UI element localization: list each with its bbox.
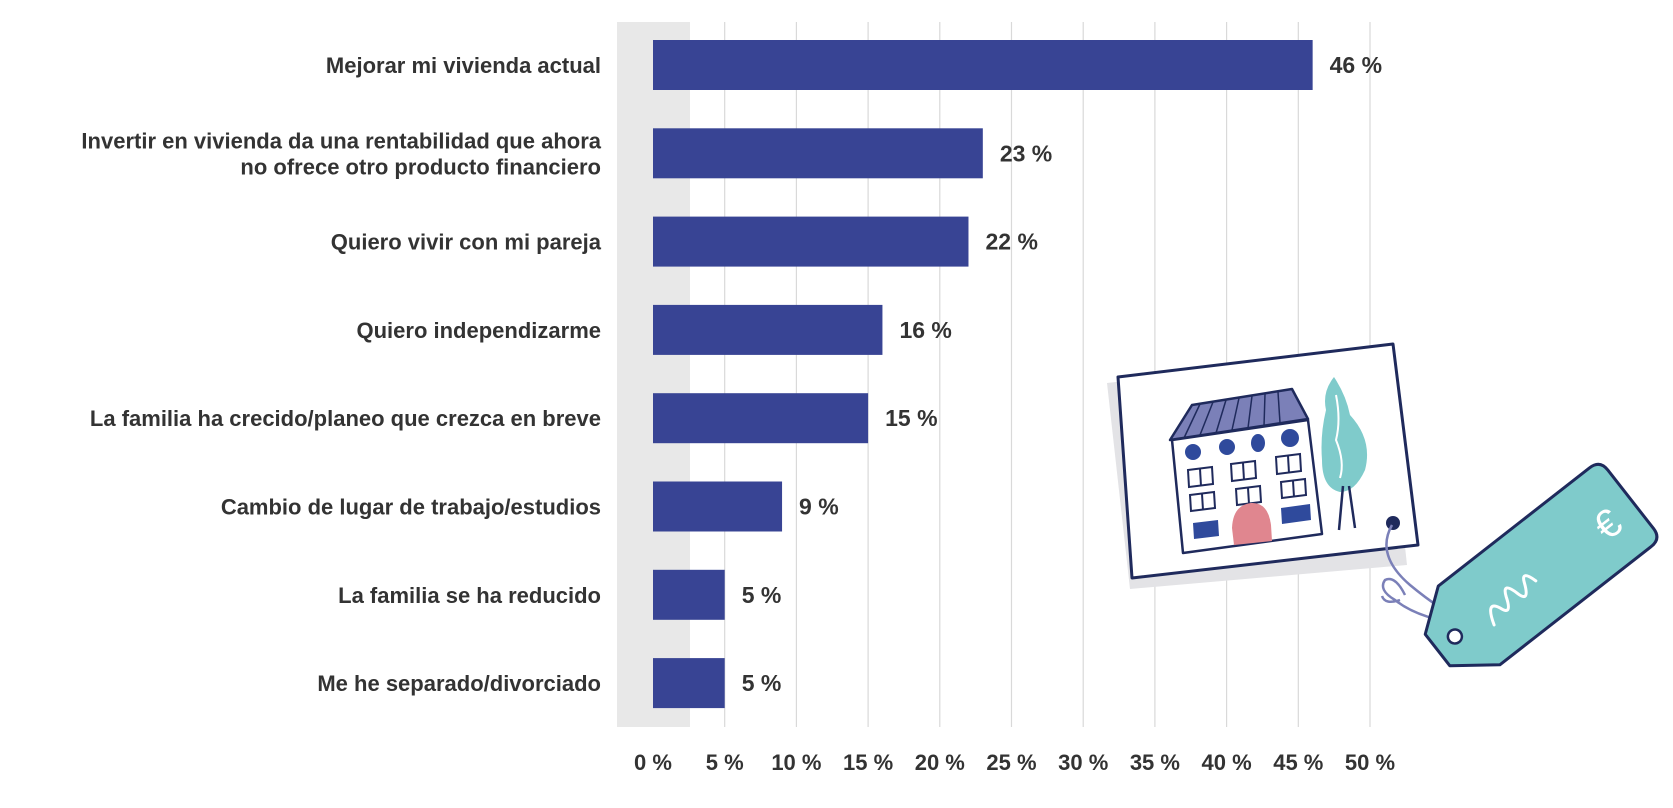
x-tick-label: 50 % [1345, 750, 1395, 775]
bar [653, 216, 969, 267]
house-for-sale-illustration-icon: € [1107, 342, 1659, 668]
category-label-line: Quiero vivir con mi pareja [331, 230, 602, 255]
category-label-line: La familia ha crecido/planeo que crezca … [90, 406, 601, 431]
bar [653, 128, 983, 179]
category-label: Me he separado/divorciado [317, 671, 601, 696]
roof-lines [1183, 391, 1281, 439]
value-label: 16 % [899, 317, 951, 343]
category-label-line: Me he separado/divorciado [317, 671, 601, 696]
chart-background [617, 22, 690, 727]
category-label: Invertir en vivienda da una rentabilidad… [81, 128, 601, 179]
bar [653, 393, 869, 444]
bar [653, 658, 725, 709]
category-label: Quiero independizarme [357, 318, 602, 343]
window-block-icon [1281, 504, 1311, 524]
door-icon [1232, 502, 1272, 545]
bar [653, 481, 783, 532]
card-hole-icon [1386, 516, 1400, 530]
x-tick-label: 5 % [706, 750, 744, 775]
tree-trunk-icon [1347, 485, 1357, 529]
category-label-line: Cambio de lugar de trabajo/estudios [221, 495, 601, 520]
x-tick-label: 45 % [1273, 750, 1323, 775]
x-tick-label: 0 % [634, 750, 672, 775]
value-labels: 46 % 23 % 22 % 16 % 15 % 9 % 5 % 5 % [742, 52, 1382, 696]
zero-band [617, 22, 690, 727]
category-labels: Mejorar mi vivienda actual Invertir en vi… [81, 53, 601, 696]
window-block-icon [1193, 520, 1219, 539]
x-tick-label: 35 % [1130, 750, 1180, 775]
category-label-line: La familia se ha reducido [338, 583, 601, 608]
category-label: Quiero vivir con mi pareja [331, 230, 602, 255]
value-label: 15 % [885, 405, 937, 431]
value-label: 46 % [1330, 52, 1382, 78]
x-tick-label: 15 % [843, 750, 893, 775]
square-windows [1186, 452, 1308, 513]
value-label: 5 % [742, 670, 782, 696]
bar [653, 569, 725, 620]
bar [653, 304, 883, 355]
category-label: Cambio de lugar de trabajo/estudios [221, 495, 601, 520]
x-tick-label: 25 % [986, 750, 1036, 775]
category-label: Mejorar mi vivienda actual [326, 53, 601, 78]
bars [653, 40, 1313, 709]
price-tag-icon [1423, 462, 1659, 668]
category-label: La familia ha crecido/planeo que crezca … [90, 406, 601, 431]
value-label: 22 % [985, 229, 1037, 255]
value-label: 5 % [742, 582, 782, 608]
bar [653, 40, 1313, 90]
category-label-line: Quiero independizarme [357, 318, 602, 343]
x-tick-label: 30 % [1058, 750, 1108, 775]
category-label-line: no ofrece otro producto financiero [240, 154, 601, 179]
tree-highlight [1334, 394, 1343, 479]
value-label: 23 % [1000, 140, 1052, 166]
category-label-line: Mejorar mi vivienda actual [326, 53, 601, 78]
x-axis-tick-labels: 0 % 5 % 10 % 15 % 20 % 25 % 30 % 35 % 40 % 45 % 50… [634, 750, 1395, 775]
round-windows [1185, 429, 1299, 460]
x-tick-label: 20 % [915, 750, 965, 775]
x-tick-label: 10 % [771, 750, 821, 775]
x-tick-label: 40 % [1202, 750, 1252, 775]
tree-trunk-icon [1337, 485, 1345, 531]
tree-icon [1321, 377, 1368, 492]
category-label-line: Invertir en vivienda da una rentabilidad… [81, 128, 601, 153]
value-label: 9 % [799, 494, 839, 520]
category-label: La familia se ha reducido [338, 583, 601, 608]
